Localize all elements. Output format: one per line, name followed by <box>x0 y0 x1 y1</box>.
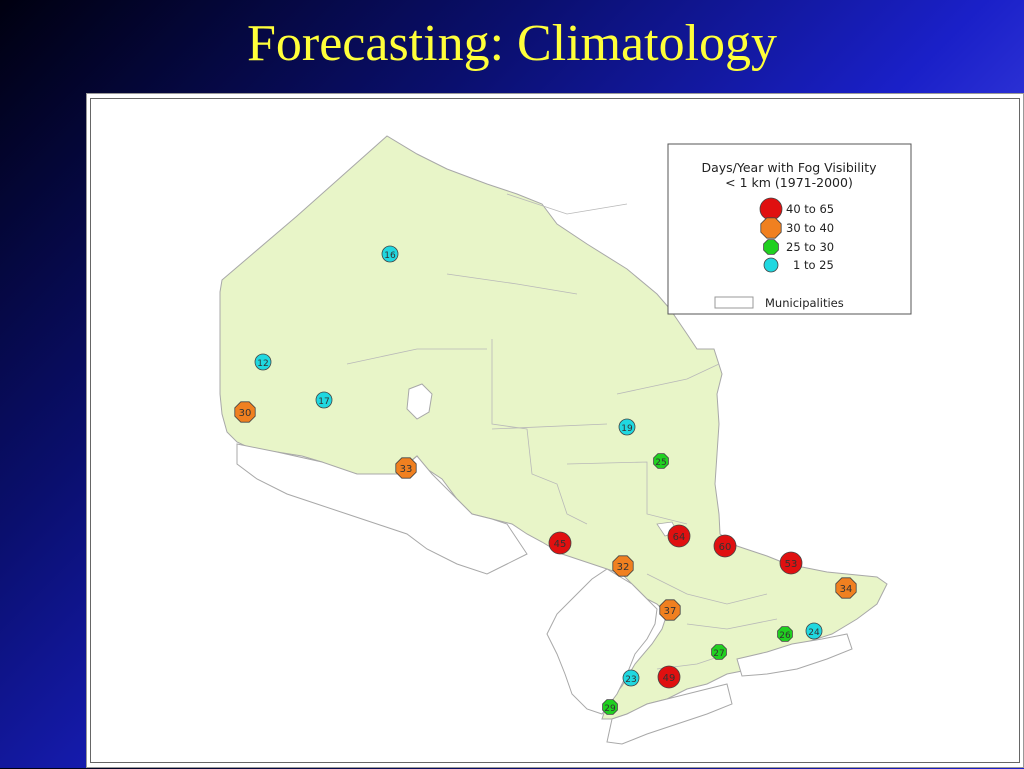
legend-label: 40 to 65 <box>786 202 834 216</box>
station-marker-symbol <box>622 669 640 687</box>
station-marker: 30 <box>234 401 256 423</box>
station-marker-symbol <box>653 453 669 469</box>
station-marker-symbol <box>779 551 803 575</box>
station-marker: 60 <box>713 534 737 558</box>
lake-superior <box>236 443 528 575</box>
legend-title-line2: < 1 km (1971-2000) <box>725 175 853 190</box>
station-value-label: 32 <box>617 562 630 573</box>
station-marker: 33 <box>395 457 417 479</box>
station-marker-symbol <box>315 391 333 409</box>
station-markers: 16 12 30 17 33 19 25 45 64 60 32 53 34 37 26 24 27 49 23 29 <box>234 245 857 715</box>
station-value-label: 17 <box>318 397 329 407</box>
station-marker-symbol <box>777 626 793 642</box>
station-marker-symbol <box>395 457 417 479</box>
station-marker-symbol <box>602 699 618 715</box>
legend-symbol <box>760 217 782 239</box>
legend-item: 25 to 30 <box>763 239 834 255</box>
station-value-label: 34 <box>840 584 853 595</box>
station-marker-symbol <box>657 665 681 689</box>
station-value-label: 12 <box>257 359 268 369</box>
station-value-label: 64 <box>673 532 686 543</box>
station-marker-symbol <box>711 644 727 660</box>
station-value-label: 23 <box>625 675 636 685</box>
station-value-label: 26 <box>779 631 791 641</box>
station-marker-symbol <box>254 353 272 371</box>
station-marker: 45 <box>548 531 572 555</box>
district-boundaries <box>346 193 778 670</box>
lake-erie <box>606 683 733 745</box>
station-value-label: 45 <box>554 539 567 550</box>
legend-title-line1: Days/Year with Fog Visibility <box>701 160 877 175</box>
map-svg: 16 12 30 17 33 19 25 45 64 60 32 53 34 37 26 24 27 49 23 29… <box>219 135 912 745</box>
station-marker: 53 <box>779 551 803 575</box>
station-value-label: 27 <box>713 649 724 659</box>
legend-item: 40 to 65 <box>759 197 834 221</box>
municipalities-swatch <box>714 296 754 309</box>
station-marker-symbol <box>612 555 634 577</box>
station-marker-symbol <box>381 245 399 263</box>
legend-label: 30 to 40 <box>786 221 834 235</box>
station-value-label: 29 <box>604 704 616 714</box>
station-value-label: 33 <box>400 464 413 475</box>
slide-title: Forecasting: Climatology <box>246 15 778 72</box>
station-marker: 12 <box>254 353 272 371</box>
station-marker: 32 <box>612 555 634 577</box>
station-marker-symbol <box>234 401 256 423</box>
legend-label: 1 to 25 <box>793 258 834 272</box>
station-value-label: 19 <box>621 424 633 434</box>
station-marker: 19 <box>618 418 636 436</box>
station-marker-symbol <box>805 622 823 640</box>
station-value-label: 53 <box>785 559 798 570</box>
station-marker: 29 <box>602 699 618 715</box>
station-marker: 64 <box>667 524 691 548</box>
station-marker: 24 <box>805 622 823 640</box>
station-value-label: 25 <box>655 458 666 468</box>
station-value-label: 49 <box>663 673 676 684</box>
station-value-label: 24 <box>808 628 820 638</box>
station-marker-symbol <box>618 418 636 436</box>
station-marker-symbol <box>659 599 681 621</box>
station-marker: 27 <box>711 644 727 660</box>
legend-symbol <box>763 239 779 255</box>
station-value-label: 37 <box>664 606 677 617</box>
station-marker: 37 <box>659 599 681 621</box>
station-marker: 25 <box>653 453 669 469</box>
station-marker: 49 <box>657 665 681 689</box>
lake-nipigon <box>406 383 433 420</box>
station-value-label: 30 <box>239 408 252 419</box>
legend-symbol <box>759 197 783 221</box>
map-panel: 16 12 30 17 33 19 25 45 64 60 32 53 34 37 26 24 27 49 23 29… <box>86 93 1024 768</box>
lake-huron <box>546 568 658 715</box>
station-marker-symbol <box>548 531 572 555</box>
station-value-label: 16 <box>384 251 396 261</box>
station-marker-symbol <box>835 577 857 599</box>
station-value-label: 60 <box>719 542 732 553</box>
station-marker-symbol <box>713 534 737 558</box>
legend-symbol <box>763 257 779 273</box>
map-frame <box>90 98 1020 763</box>
legend-municipalities-label: Municipalities <box>765 296 844 310</box>
legend-item: 1 to 25 <box>763 257 834 273</box>
legend-item: 30 to 40 <box>760 217 834 239</box>
map-legend: Days/Year with Fog Visibility < 1 km (19… <box>667 143 912 315</box>
station-marker: 17 <box>315 391 333 409</box>
station-marker: 26 <box>777 626 793 642</box>
station-marker: 23 <box>622 669 640 687</box>
lake-ontario <box>736 633 853 677</box>
legend-label: 25 to 30 <box>786 240 834 254</box>
station-marker: 16 <box>381 245 399 263</box>
station-marker-symbol <box>667 524 691 548</box>
station-marker: 34 <box>835 577 857 599</box>
